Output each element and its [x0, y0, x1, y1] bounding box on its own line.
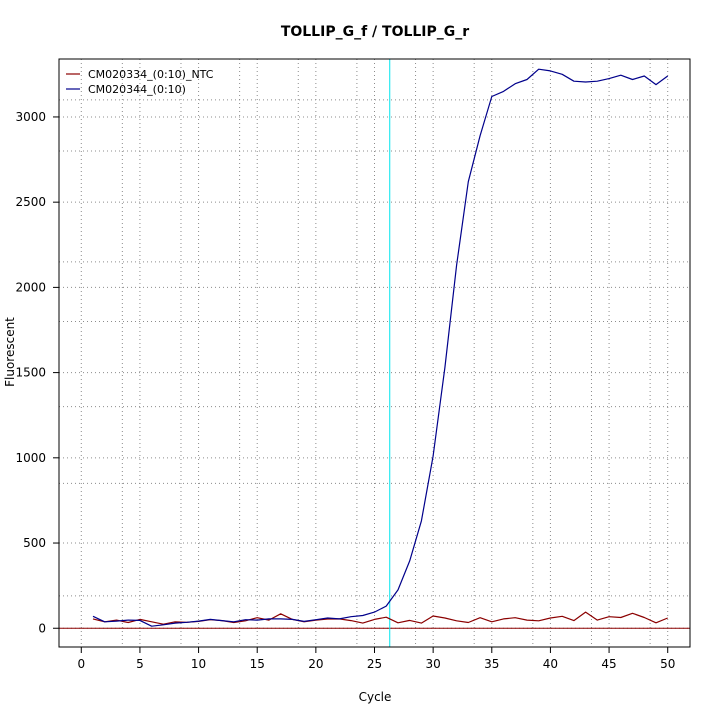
y-tick-label: 500: [23, 536, 46, 550]
y-tick-label: 1500: [15, 366, 46, 380]
x-tick-label: 50: [660, 657, 675, 671]
grid: [59, 59, 690, 647]
y-tick-label: 1000: [15, 451, 46, 465]
reference-lines: [59, 59, 690, 647]
y-axis-label: Fluorescent: [3, 317, 17, 387]
axes: 0 5 10 15 20 25 30 35 40 45 5005001000150020002500…: [15, 110, 675, 671]
y-tick-label: 0: [38, 621, 46, 635]
y-tick-label: 3000: [15, 110, 46, 124]
x-tick-label: 15: [250, 657, 265, 671]
x-tick-label: 45: [601, 657, 616, 671]
chart-title: TOLLIP_G_f / TOLLIP_G_r: [281, 24, 469, 40]
x-tick-label: 30: [426, 657, 441, 671]
x-tick-label: 40: [543, 657, 558, 671]
x-tick-label: 0: [77, 657, 85, 671]
x-tick-label: 10: [191, 657, 206, 671]
legend-label-1: CM020334_(0:10)_NTC: [88, 68, 214, 81]
series-line-2: [92, 68, 669, 627]
x-tick-label: 25: [367, 657, 382, 671]
legend-label-2: CM020344_(0:10): [88, 83, 186, 96]
x-tick-label: 20: [308, 657, 323, 671]
x-tick-label: 35: [484, 657, 499, 671]
x-tick-label: 5: [136, 657, 144, 671]
y-tick-label: 2500: [15, 195, 46, 209]
series-lines: [92, 68, 669, 627]
y-tick-label: 2000: [15, 280, 46, 294]
legend: CM020334_(0:10)_NTC CM020344_(0:10): [66, 68, 214, 96]
x-axis-label: Cycle: [359, 690, 392, 704]
